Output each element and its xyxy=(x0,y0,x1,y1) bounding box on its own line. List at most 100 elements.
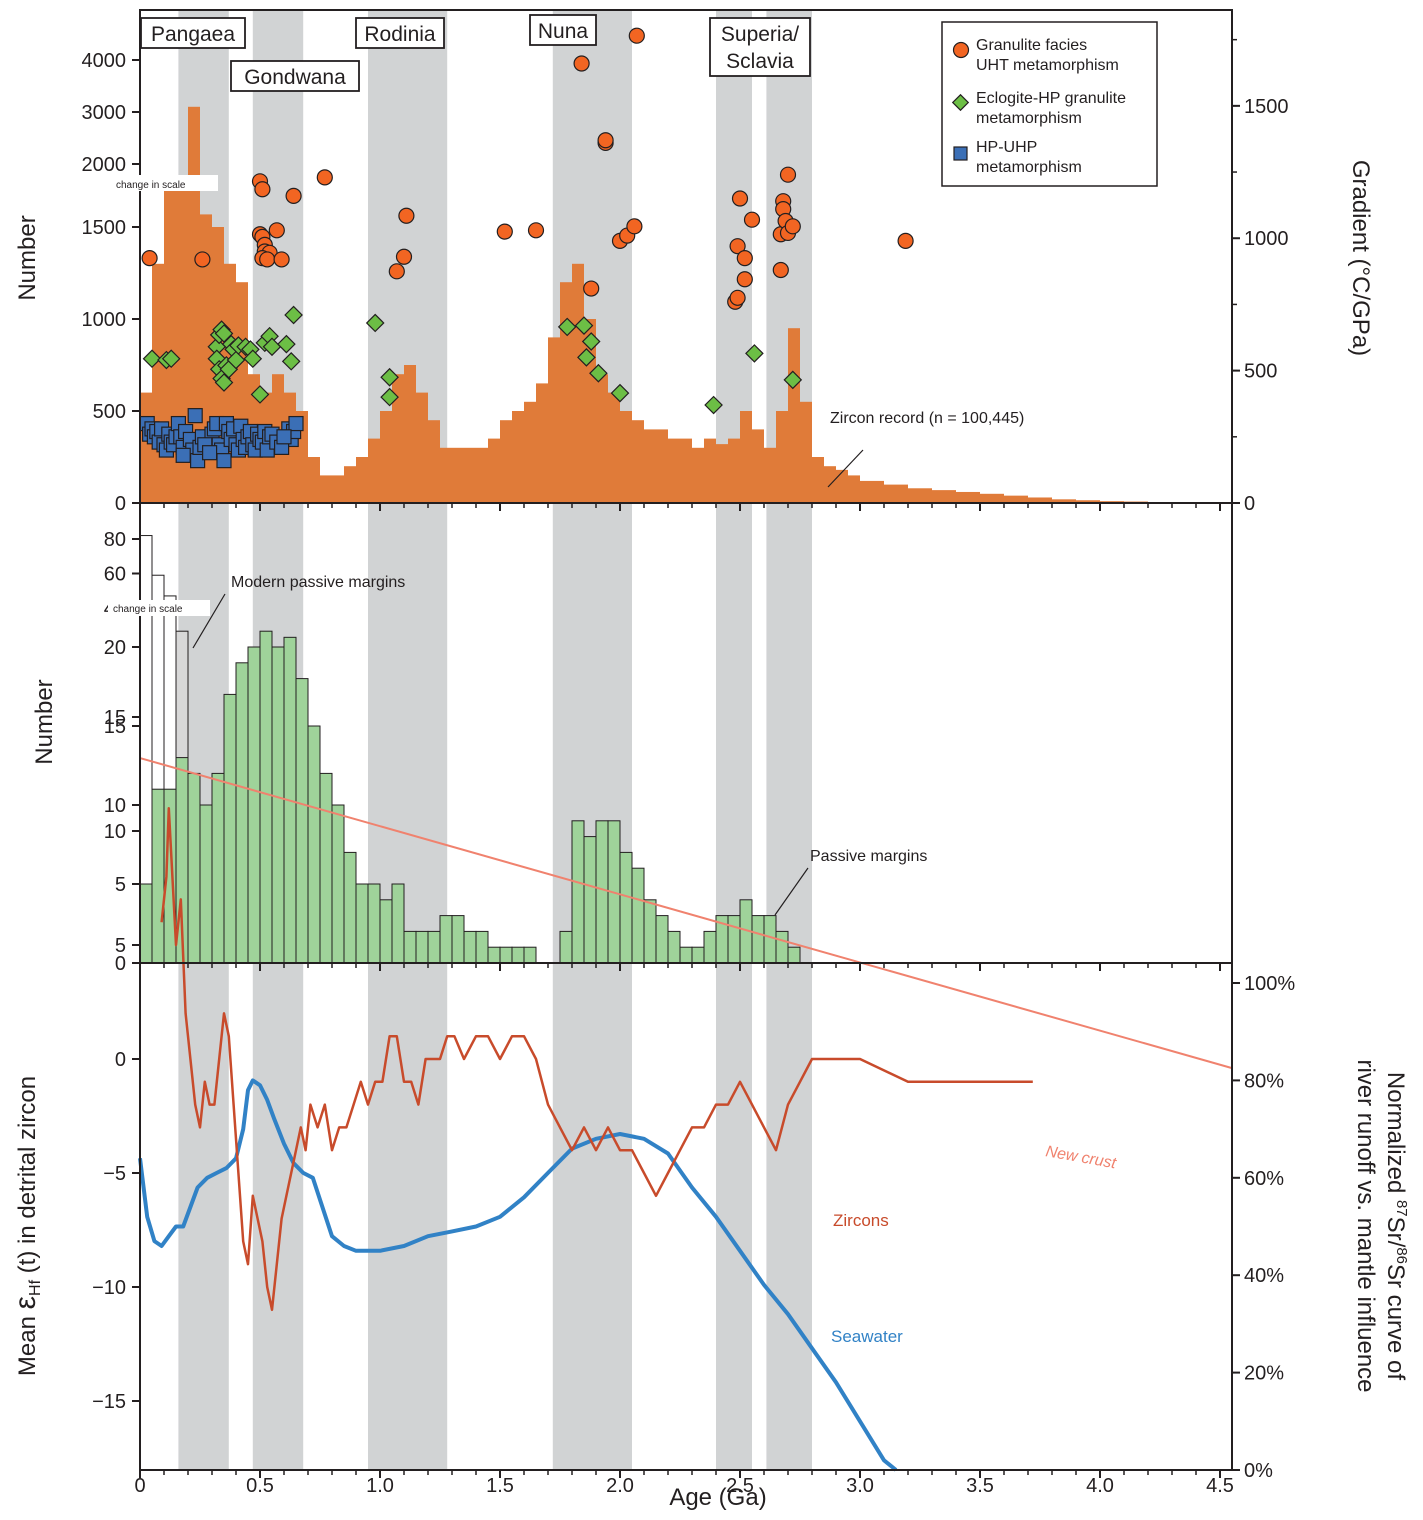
zircon-bar xyxy=(428,420,440,503)
zircon-bar xyxy=(140,392,152,503)
zircon-bar xyxy=(188,106,200,504)
uht-point xyxy=(259,251,276,268)
hp-point xyxy=(783,370,803,390)
seawater-line xyxy=(138,1078,898,1472)
x-tick-label: 3.0 xyxy=(846,1475,874,1497)
hp-point xyxy=(557,317,577,337)
seawater-label: Seawater xyxy=(831,1327,903,1346)
hp-point xyxy=(250,385,270,404)
bottom-y-axis-label: Mean εHf (t) in detrital zircon xyxy=(9,1076,44,1376)
top-y-tick-label: 0 xyxy=(115,493,126,515)
zircon-bar xyxy=(344,466,356,503)
passive-margin-bar xyxy=(379,899,393,964)
mid-y-tick-label: 60 xyxy=(104,564,126,586)
zircons-label: Zircons xyxy=(833,1211,889,1230)
hp-point xyxy=(214,373,234,392)
zircon-bar xyxy=(512,411,524,503)
zircon-bar xyxy=(1076,500,1100,503)
zircon-bar xyxy=(404,365,416,503)
uhp-point xyxy=(202,445,218,461)
zircon-bar xyxy=(740,411,752,503)
legend-uhp-label-2: metamorphism xyxy=(976,159,1082,176)
zircon-bar xyxy=(836,469,848,503)
zircon-bar xyxy=(692,447,704,503)
zircon-bar xyxy=(368,438,380,503)
zircon-bar xyxy=(596,374,608,503)
passive-margin-bar xyxy=(583,836,597,964)
legend-uhp-label-1: HP-UHP xyxy=(976,139,1037,156)
x-tick-label: 2.5 xyxy=(726,1475,754,1497)
zircon-bar xyxy=(680,438,692,503)
zircon-bar xyxy=(1004,495,1028,503)
hp-point xyxy=(226,350,246,370)
passive-margin-bar xyxy=(367,883,381,964)
zircon-bar xyxy=(704,438,716,503)
top-panel-zircon-histogram xyxy=(140,106,1220,504)
x-axis-label: Age (Ga) xyxy=(669,1484,766,1511)
passive-margin-bar xyxy=(511,946,525,964)
mid-y-tick-label: 80 xyxy=(104,529,126,551)
legend-uht-label-2: UHT metamorphism xyxy=(976,57,1119,74)
uht-point xyxy=(729,289,746,306)
top-y-axis-label: Number xyxy=(14,215,41,300)
zircon-bar xyxy=(800,401,812,503)
uht-point xyxy=(731,190,749,207)
top-y2-tick-label: 500 xyxy=(1244,361,1277,383)
bottom-y-tick-label: 15 xyxy=(104,707,126,729)
uhp-point xyxy=(175,447,191,463)
uht-point xyxy=(285,187,302,204)
passive-margin-bar xyxy=(235,662,249,964)
uhp-point xyxy=(276,429,292,445)
legend-uht-label-1: Granulite facies xyxy=(976,37,1087,54)
legend-hp-label-2: metamorphism xyxy=(976,110,1082,127)
passive-margin-bar xyxy=(151,788,165,964)
hp-point xyxy=(581,332,601,351)
uht-point xyxy=(395,248,413,265)
zircon-bar xyxy=(752,429,764,503)
x-tick-label: 1.5 xyxy=(486,1475,514,1497)
uht-point xyxy=(496,223,513,240)
uht-point xyxy=(573,55,590,72)
band-superia-sclavia-b xyxy=(766,10,812,1470)
zircon-bar xyxy=(236,282,248,503)
uht-point xyxy=(527,222,545,239)
bottom-y2-tick-label: 100% xyxy=(1244,973,1295,995)
zircon-bar xyxy=(644,429,656,503)
passive-margin-bar xyxy=(211,772,225,964)
zircon-bar xyxy=(536,383,548,503)
passive-margin-bar xyxy=(463,930,477,964)
legend-top: Granulite facies UHT metamorphism Eclogi… xyxy=(941,21,1158,187)
uht-point xyxy=(141,249,158,267)
zircon-bar xyxy=(764,447,776,503)
passive-margin-bar xyxy=(223,693,237,964)
zircon-bar xyxy=(956,491,980,503)
uht-point xyxy=(897,232,914,249)
passive-margin-bar xyxy=(727,915,741,964)
zircon-bar xyxy=(464,447,476,503)
top-y2-axis-label: Gradient (°C/GPa) xyxy=(1347,160,1374,356)
hp-point xyxy=(161,349,181,369)
zircon-bar xyxy=(152,263,164,503)
x-tick-label: 1.0 xyxy=(366,1475,394,1497)
hp-point xyxy=(745,344,764,363)
legend-hp-marker xyxy=(951,93,970,112)
zircon-bar xyxy=(572,263,584,503)
passive-margin-bar xyxy=(631,867,645,964)
zircon-bar xyxy=(728,438,740,503)
mid-y-tick-label: 5 xyxy=(115,874,126,896)
axes: 0 0.5 1.0 1.5 2.0 2.5 3.0 3.5 4.0 4.5050010001500… xyxy=(82,9,1295,1497)
passive-margin-bar xyxy=(643,899,657,964)
passive-margin-bar xyxy=(679,946,693,964)
x-tick-label: 4.0 xyxy=(1086,1475,1114,1497)
zircon-bar xyxy=(812,457,824,503)
uhp-point xyxy=(187,408,203,424)
uht-point xyxy=(583,280,600,297)
bottom-y2-tick-label: 60% xyxy=(1244,1168,1284,1190)
passive-margin-bar xyxy=(763,915,777,964)
uht-point xyxy=(736,249,753,267)
zircon-bar xyxy=(1052,499,1076,503)
zircon-bar xyxy=(452,447,464,503)
passive-margin-bar xyxy=(199,804,213,964)
passive-margin-bar xyxy=(439,915,453,964)
zircon-bar xyxy=(560,282,572,503)
